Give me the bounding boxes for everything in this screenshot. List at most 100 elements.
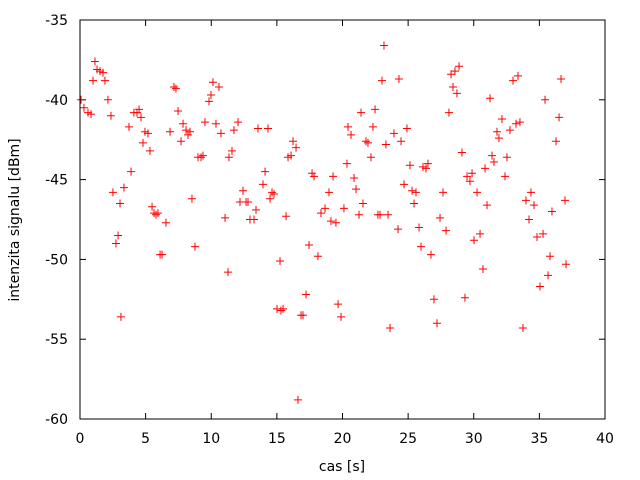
data-point [111, 239, 120, 248]
data-point [500, 172, 509, 181]
y-tick-label: -50 [45, 252, 68, 268]
data-point [190, 242, 199, 251]
data-point [326, 217, 335, 226]
data-point [366, 153, 375, 162]
data-point [449, 83, 458, 92]
data-point [402, 124, 411, 133]
y-tick-label: -60 [45, 412, 68, 428]
x-tick-label: 35 [530, 431, 548, 447]
data-point [143, 129, 152, 138]
data-point [397, 137, 406, 146]
data-point [292, 143, 301, 152]
data-point [77, 95, 86, 104]
data-point [368, 122, 377, 131]
data-point [316, 209, 325, 218]
data-point [513, 71, 522, 80]
data-point [221, 213, 230, 222]
data-point [185, 127, 194, 136]
x-tick-label: 15 [268, 431, 286, 447]
data-point [465, 177, 474, 186]
data-point [557, 75, 566, 84]
data-point [211, 119, 220, 128]
data-point [161, 218, 170, 227]
data-point [342, 159, 351, 168]
y-axis-label: intenzita signalu [dBm] [7, 138, 23, 301]
data-point [386, 324, 395, 333]
data-point [555, 113, 564, 122]
data-point [452, 89, 461, 98]
data-point [444, 108, 453, 117]
y-tick-label: -35 [45, 13, 68, 29]
data-point [379, 41, 388, 50]
data-point [487, 151, 496, 160]
data-point [171, 84, 180, 93]
data-point [450, 67, 459, 76]
x-tick-label: 20 [334, 431, 352, 447]
data-point [363, 138, 372, 147]
data-point [174, 106, 183, 115]
data-point [492, 127, 501, 136]
data-point [439, 188, 448, 197]
data-point [337, 312, 346, 321]
x-tick-label: 10 [202, 431, 220, 447]
data-point [412, 188, 420, 197]
data-point [423, 159, 432, 168]
data-point [416, 242, 425, 251]
data-point [521, 196, 530, 205]
data-point [460, 293, 469, 302]
y-tick-label: -40 [45, 93, 68, 109]
data-point [470, 236, 479, 245]
data-point [389, 129, 398, 138]
data-point [468, 169, 477, 178]
data-point [261, 167, 270, 176]
data-point [313, 252, 322, 261]
data-point [158, 250, 167, 259]
data-point [334, 300, 343, 309]
data-point [153, 209, 162, 218]
data-point [266, 194, 275, 203]
data-point [234, 118, 243, 127]
data-point [208, 78, 217, 87]
data-point [269, 189, 278, 198]
data-point [116, 199, 125, 208]
data-point [100, 76, 109, 85]
data-point [560, 196, 569, 205]
x-tick-label: 5 [141, 431, 150, 447]
data-point [166, 127, 175, 136]
data-point [127, 167, 136, 176]
data-point [169, 83, 178, 92]
data-point [98, 68, 107, 77]
y-tick-label: -55 [45, 332, 68, 348]
data-point [426, 250, 435, 259]
data-point [378, 76, 387, 85]
data-point [525, 215, 534, 224]
data-point [151, 210, 160, 219]
data-point [350, 174, 359, 183]
x-tick-label: 25 [399, 431, 417, 447]
data-point [244, 197, 252, 206]
data-point [116, 312, 125, 321]
data-point [132, 108, 141, 117]
data-point [494, 134, 503, 143]
x-tick-label: 30 [465, 431, 483, 447]
data-point [298, 311, 307, 320]
data-point [410, 199, 419, 208]
data-point [305, 241, 314, 250]
data-point [505, 126, 514, 135]
data-point [400, 180, 409, 189]
data-point [310, 172, 319, 181]
data-point [177, 137, 186, 146]
data-point [394, 225, 403, 234]
data-point [515, 118, 524, 127]
data-point [547, 207, 556, 216]
data-point [529, 201, 538, 210]
data-point [184, 130, 193, 139]
data-point [263, 124, 272, 133]
data-point [329, 172, 338, 181]
data-point [88, 76, 97, 85]
data-point [376, 210, 385, 219]
data-point [182, 126, 191, 135]
data-point [352, 185, 361, 194]
data-point [224, 153, 233, 162]
data-point [145, 146, 154, 155]
